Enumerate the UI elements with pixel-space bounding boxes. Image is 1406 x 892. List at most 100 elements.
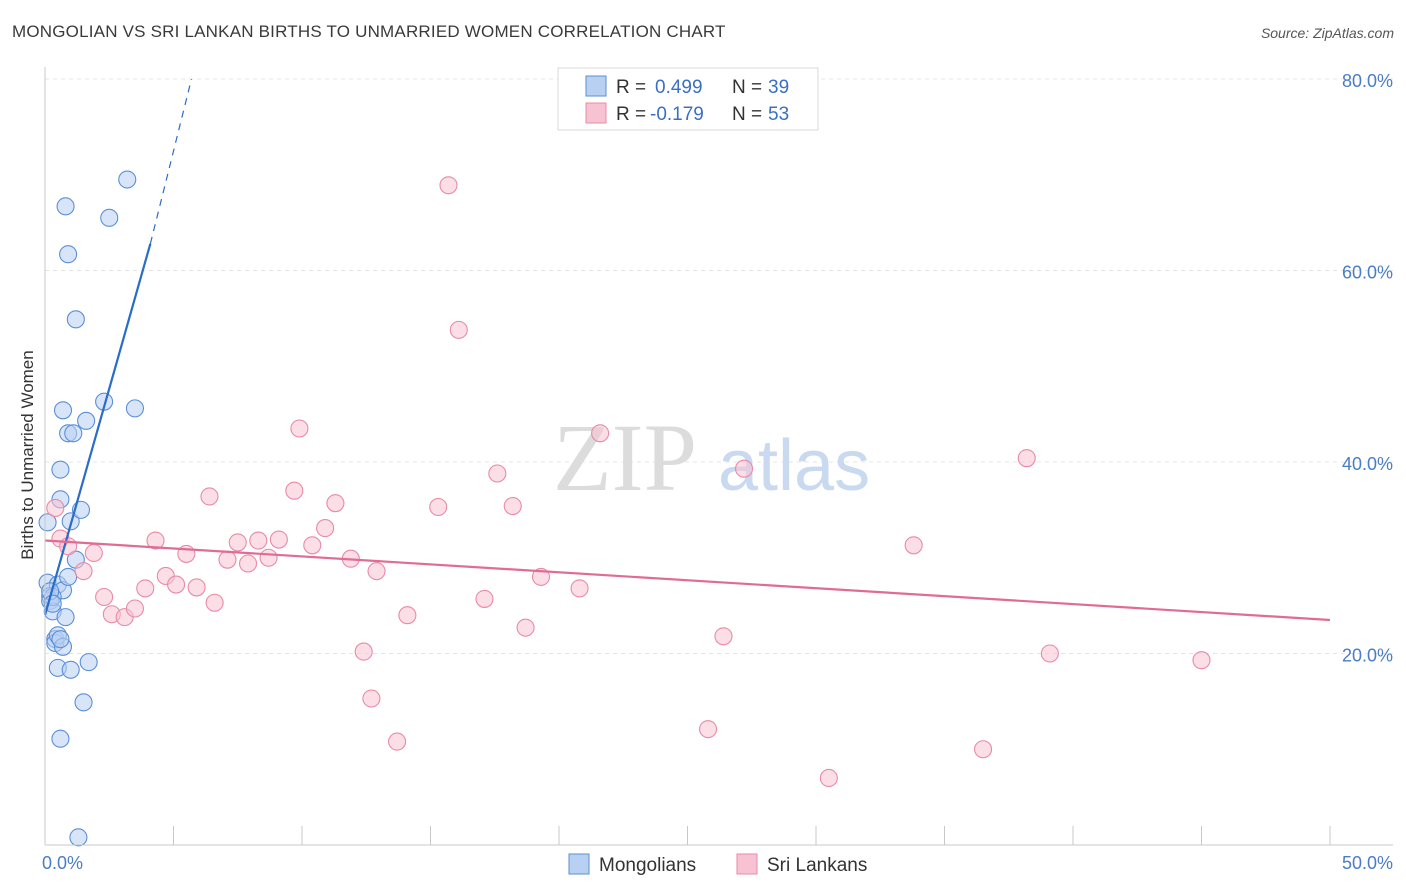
srilankan-point-38	[488, 464, 507, 483]
correlation-legend: R = 0.499 N = 39 R = -0.179 N = 53	[557, 67, 819, 131]
legend-r-value-2: -0.179	[650, 104, 704, 125]
mongolian-point-22	[61, 660, 80, 679]
legend-n-value-1: 39	[768, 77, 789, 98]
mongolian-trend-line	[43, 243, 152, 616]
axis-layer: 0.0% 50.0%	[42, 67, 1393, 873]
watermark-zip: ZIP	[553, 404, 697, 511]
legend-swatch-mongolians	[585, 75, 607, 97]
srilankan-point-32	[388, 732, 407, 751]
srilankan-point-14	[187, 578, 206, 597]
mongolian-point-18	[59, 245, 78, 264]
bottom-legend-swatch-srilankans	[736, 853, 758, 875]
srilankan-point-5	[95, 587, 114, 607]
srilankan-point-18	[228, 533, 247, 552]
srilankan-point-49	[973, 740, 993, 759]
x-tick-label-min: 0.0%	[42, 853, 83, 873]
srilankan-point-48	[904, 536, 923, 555]
srilankan-point-34	[429, 497, 448, 517]
srilankan-point-10	[146, 531, 165, 550]
bottom-legend-mongolians: Mongolians	[599, 855, 696, 876]
srilankan-point-9	[136, 579, 155, 598]
chart-source: Source: ZipAtlas.com	[1260, 25, 1394, 41]
x-tick-label-max: 50.0%	[1342, 853, 1393, 873]
mongolian-point-23	[64, 424, 83, 443]
mongolian-point-17	[56, 608, 75, 627]
srilankan-point-43	[591, 424, 610, 443]
srilankan-point-23	[285, 481, 304, 500]
legend-n-label-2: N =	[732, 104, 762, 125]
legend-n-value-2: 53	[768, 104, 789, 125]
srilankan-point-45	[714, 627, 733, 646]
trend-layer	[43, 78, 1331, 622]
mongolian-point-28	[74, 693, 93, 712]
srilankan-point-47	[819, 768, 838, 788]
mongolian-trend-extension	[149, 78, 193, 244]
legend-r-label-2: R =	[616, 104, 646, 125]
srilankan-point-24	[290, 419, 309, 438]
points-layer	[38, 170, 1211, 847]
mongolian-point-33	[118, 170, 137, 189]
srilankan-point-35	[439, 176, 458, 195]
legend-swatch-srilankans	[585, 102, 607, 124]
srilankan-point-16	[205, 593, 224, 612]
mongolian-point-32	[100, 208, 119, 227]
srilankan-point-21	[259, 548, 278, 567]
mongolian-point-10	[51, 460, 70, 479]
mongolian-point-0	[38, 513, 57, 532]
y-tick-label-20: 20.0%	[1342, 646, 1393, 666]
srilankan-point-25	[303, 536, 322, 555]
srilankan-point-42	[570, 579, 589, 598]
mongolian-point-34	[125, 399, 144, 418]
mongolian-point-37	[51, 630, 70, 649]
y-tick-label-40: 40.0%	[1342, 454, 1393, 474]
srilankan-point-51	[1040, 644, 1059, 663]
series-legend: Mongolians Sri Lankans	[568, 853, 867, 876]
srilankan-point-0	[46, 498, 65, 518]
srilankan-point-26	[316, 519, 335, 538]
chart-title: MONGOLIAN VS SRI LANKAN BIRTHS TO UNMARR…	[12, 22, 726, 41]
srilankan-point-15	[200, 487, 219, 506]
srilankan-point-19	[238, 554, 258, 573]
grid-layer: 20.0% 40.0% 60.0% 80.0%	[45, 71, 1393, 666]
mongolian-point-13	[53, 401, 73, 420]
y-tick-label-60: 60.0%	[1342, 263, 1393, 283]
srilankan-point-12	[167, 575, 186, 594]
srilankan-point-20	[249, 531, 268, 550]
srilankan-point-37	[475, 589, 494, 608]
mongolian-point-24	[66, 310, 85, 329]
srilankan-point-46	[734, 459, 754, 478]
y-axis-label: Births to Unmarried Women	[18, 350, 37, 559]
srilankan-point-4	[84, 543, 103, 563]
legend-r-label-1: R =	[616, 77, 646, 98]
srilankan-point-33	[398, 606, 417, 625]
legend-n-label-1: N =	[732, 77, 762, 98]
srilankan-point-29	[354, 642, 373, 661]
watermark: ZIP atlas	[553, 404, 870, 511]
srilankan-point-30	[362, 689, 381, 708]
srilankan-point-22	[269, 530, 288, 549]
srilankan-trend-line	[44, 539, 1331, 622]
srilankan-point-36	[449, 320, 468, 339]
srilankan-point-27	[326, 494, 345, 513]
srilankan-point-41	[531, 567, 551, 586]
srilankan-point-39	[503, 496, 522, 516]
srilankan-point-44	[699, 720, 718, 739]
srilankan-point-52	[1192, 651, 1211, 670]
y-tick-label-80: 80.0%	[1342, 71, 1393, 91]
mongolian-point-30	[79, 653, 98, 672]
bottom-legend-swatch-mongolians	[568, 853, 590, 875]
bottom-legend-srilankans: Sri Lankans	[767, 855, 867, 876]
mongolian-point-26	[69, 828, 88, 847]
legend-r-value-1: 0.499	[655, 77, 703, 98]
mongolian-point-29	[77, 411, 96, 430]
srilankan-point-31	[367, 562, 386, 581]
mongolian-point-16	[56, 197, 75, 216]
srilankan-point-50	[1017, 449, 1036, 468]
srilankan-point-8	[125, 599, 144, 618]
srilankan-point-40	[516, 618, 535, 637]
mongolian-point-19	[59, 567, 78, 586]
srilankan-point-17	[218, 550, 237, 569]
srilankan-point-3	[74, 562, 93, 581]
mongolian-point-12	[51, 729, 70, 748]
